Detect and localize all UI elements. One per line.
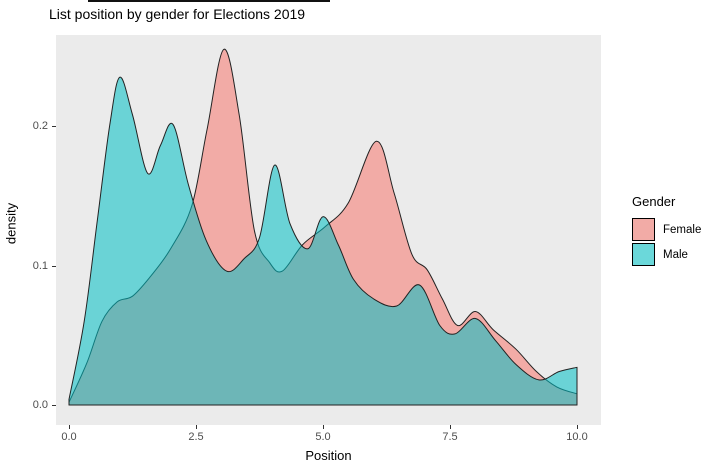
male-swatch xyxy=(632,243,655,266)
legend: Gender Female Male xyxy=(632,194,701,268)
x-tick-mark xyxy=(196,425,197,429)
x-tick-label: 7.5 xyxy=(442,431,458,443)
legend-title: Gender xyxy=(632,194,676,209)
female-swatch xyxy=(632,218,655,241)
x-tick-label: 2.5 xyxy=(188,431,204,443)
y-axis-title: density xyxy=(3,202,19,245)
y-tick-label: 0.2 xyxy=(32,120,48,132)
legend-key-male: Male xyxy=(632,243,701,266)
legend-label-male: Male xyxy=(663,248,688,261)
y-tick-mark xyxy=(52,405,56,406)
plot-panel xyxy=(56,35,601,425)
y-tick-mark xyxy=(52,266,56,267)
legend-key-female: Female xyxy=(632,218,701,241)
x-axis-title: Position xyxy=(305,448,352,463)
chart-title: List position by gender for Elections 20… xyxy=(49,6,306,22)
window-edge-artifact xyxy=(88,0,330,2)
x-tick-mark xyxy=(577,425,578,429)
x-tick-mark xyxy=(323,425,324,429)
density-plot-svg xyxy=(68,48,578,406)
y-tick-label: 0.0 xyxy=(32,399,48,411)
x-tick-label: 0.0 xyxy=(61,431,77,443)
x-tick-mark xyxy=(69,425,70,429)
y-tick-label: 0.1 xyxy=(32,260,48,272)
y-tick-mark xyxy=(52,126,56,127)
legend-label-female: Female xyxy=(663,223,702,236)
male-density-area xyxy=(68,76,578,406)
x-tick-mark xyxy=(450,425,451,429)
x-tick-label: 5.0 xyxy=(315,431,331,443)
x-tick-label: 10.0 xyxy=(566,431,588,443)
